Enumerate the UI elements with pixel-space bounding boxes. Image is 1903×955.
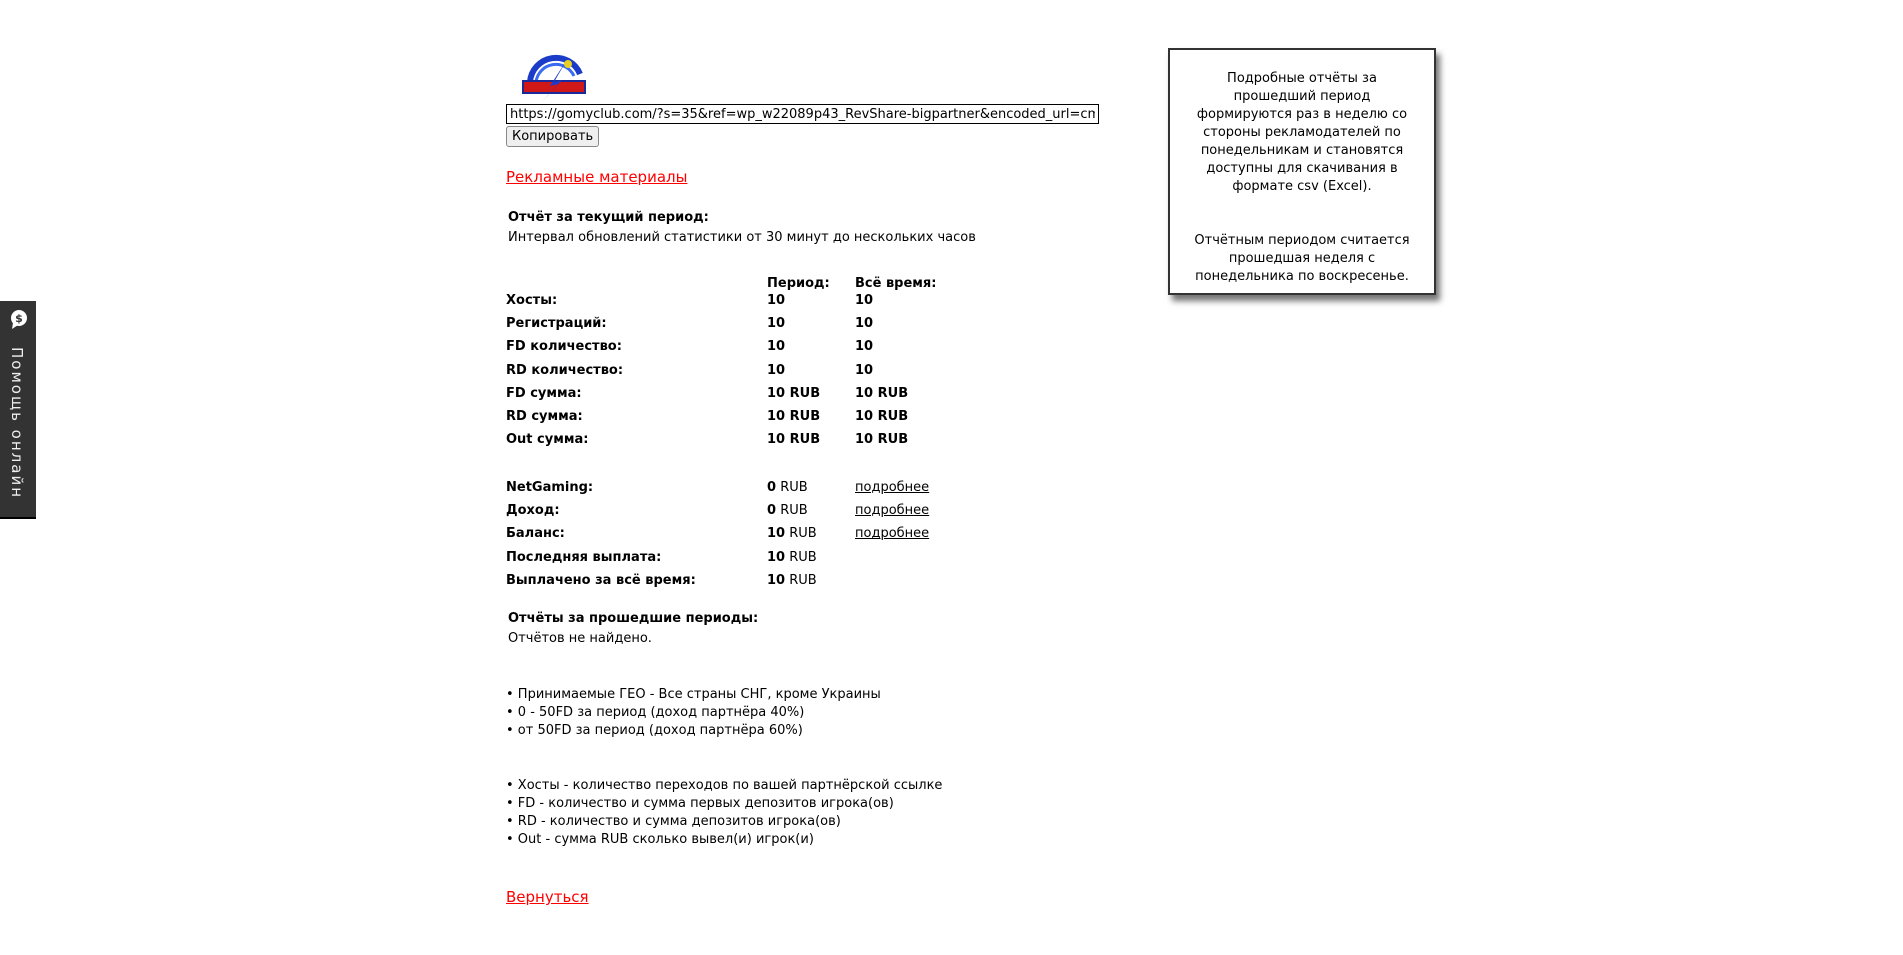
value-unit: RUB: [789, 572, 817, 588]
stat-label: RD сумма:: [506, 409, 583, 424]
value-unit: RUB: [789, 432, 821, 448]
reports-info-box: Подробные отчёты за прошедший период фор…: [1168, 48, 1436, 295]
stat-label: RD количество:: [506, 362, 624, 378]
stat-all-value: 10: [855, 293, 874, 308]
value-number: 0: [767, 503, 777, 519]
stat-label: Регистраций:: [506, 316, 607, 332]
svg-text:$: $: [15, 312, 23, 325]
glossary-item: • FD - количество и сумма первых депозит…: [506, 796, 894, 811]
finance-value: 10 RUB: [767, 526, 817, 541]
finance-label: Последняя выплата:: [506, 549, 662, 565]
stat-period-value: 10 RUB: [767, 409, 820, 424]
finance-label: Доход:: [506, 503, 560, 519]
value-unit: RUB: [789, 526, 817, 542]
value-unit: RUB: [789, 549, 817, 565]
value-number: 10: [767, 385, 786, 401]
value-number: 10: [855, 385, 874, 401]
col-all-header: Всё время:: [855, 276, 937, 291]
stat-all-value: 10 RUB: [855, 409, 908, 424]
value-number: 10: [767, 549, 786, 565]
terms-item: • от 50FD за период (доход партнёра 60%): [506, 723, 803, 738]
stat-period-value: 10: [767, 316, 786, 332]
vulkan-logo: [522, 54, 586, 102]
value-number: 10: [767, 432, 786, 448]
stat-all-value: 10: [855, 316, 874, 332]
finance-value: 0 RUB: [767, 480, 808, 495]
current-report-title: Отчёт за текущий период:: [508, 210, 709, 225]
current-report-subtitle: Интервал обновлений статистики от 30 мин…: [508, 230, 976, 245]
details-link[interactable]: подробнее: [855, 503, 930, 519]
value-number: 10: [855, 409, 874, 424]
stat-all-value: 10: [855, 362, 874, 378]
stat-all-value: 10 RUB: [855, 386, 908, 401]
value-unit: RUB: [877, 385, 909, 401]
value-unit: RUB: [877, 432, 909, 448]
value-number: 10: [767, 526, 786, 542]
past-reports-title: Отчёты за прошедшие периоды:: [508, 611, 759, 626]
finance-value: 10 RUB: [767, 573, 817, 588]
value-unit: RUB: [789, 385, 821, 401]
glossary-item: • RD - количество и сумма депозитов игро…: [506, 814, 841, 829]
stat-all-value: 10 RUB: [855, 432, 908, 447]
finance-label: NetGaming:: [506, 480, 594, 495]
finance-label: Выплачено за всё время:: [506, 572, 696, 588]
stat-period-value: 10 RUB: [767, 386, 820, 401]
value-number: 0: [767, 480, 777, 495]
value-unit: RUB: [877, 409, 909, 424]
stat-label: Out сумма:: [506, 432, 589, 448]
value-number: 10: [767, 572, 786, 588]
details-link[interactable]: подробнее: [855, 526, 930, 542]
finance-label: Баланс:: [506, 526, 565, 542]
finance-value: 0 RUB: [767, 503, 808, 518]
stat-period-value: 10: [767, 362, 786, 378]
stat-label: FD количество:: [506, 339, 622, 355]
past-reports-empty: Отчётов не найдено.: [508, 631, 652, 646]
stat-label: FD сумма:: [506, 385, 582, 401]
terms-item: • Принимаемые ГЕО - Все страны СНГ, кром…: [506, 687, 881, 702]
value-unit: RUB: [789, 409, 821, 424]
value-unit: RUB: [780, 503, 808, 519]
info-paragraph: Подробные отчёты за прошедший период фор…: [1196, 71, 1408, 194]
stat-label: Хосты:: [506, 293, 558, 308]
value-number: 10: [855, 432, 874, 448]
glossary-item: • Хосты - количество переходов по вашей …: [506, 778, 943, 793]
info-paragraph: Отчётным периодом считается прошедшая не…: [1194, 233, 1410, 284]
help-online-tab[interactable]: $ Помощь онлайн: [0, 301, 36, 519]
terms-item: • 0 - 50FD за период (доход партнёра 40%…: [506, 705, 805, 720]
stat-period-value: 10: [767, 339, 786, 355]
finance-value: 10 RUB: [767, 550, 817, 565]
stat-all-value: 10: [855, 339, 874, 355]
promo-materials-link[interactable]: Рекламные материалы: [506, 168, 688, 186]
back-link[interactable]: Вернуться: [506, 888, 589, 906]
copy-button[interactable]: Копировать: [506, 126, 600, 147]
col-period-header: Период:: [767, 276, 830, 291]
stat-period-value: 10 RUB: [767, 432, 820, 447]
details-link[interactable]: подробнее: [855, 480, 930, 495]
help-online-label: Помощь онлайн: [8, 347, 26, 500]
stat-period-value: 10: [767, 293, 786, 308]
glossary-item: • Out - сумма RUB сколько вывел(и) игрок…: [506, 832, 814, 847]
value-number: 10: [767, 409, 786, 424]
value-unit: RUB: [780, 480, 808, 495]
referral-url-input[interactable]: [506, 104, 1099, 124]
chat-dollar-icon: $: [11, 310, 27, 329]
